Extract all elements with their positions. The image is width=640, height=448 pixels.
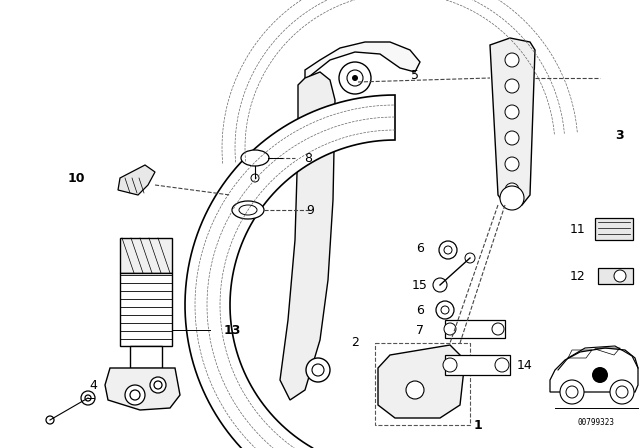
Circle shape — [433, 278, 447, 292]
Text: 13: 13 — [223, 323, 241, 336]
Circle shape — [610, 380, 634, 404]
Circle shape — [505, 79, 519, 93]
Text: 5: 5 — [411, 69, 419, 82]
Bar — [598, 268, 633, 284]
Circle shape — [312, 364, 324, 376]
Circle shape — [560, 380, 584, 404]
Circle shape — [306, 358, 330, 382]
Circle shape — [505, 131, 519, 145]
Text: 8: 8 — [304, 151, 312, 164]
Text: 00799323: 00799323 — [577, 418, 614, 427]
Circle shape — [441, 306, 449, 314]
Text: 3: 3 — [616, 129, 624, 142]
Circle shape — [592, 367, 608, 383]
Circle shape — [444, 323, 456, 335]
Polygon shape — [118, 165, 155, 195]
Text: 4: 4 — [89, 379, 97, 392]
Circle shape — [495, 358, 509, 372]
Bar — [595, 218, 633, 240]
Circle shape — [154, 381, 162, 389]
Text: 15: 15 — [412, 279, 428, 292]
Text: 2: 2 — [351, 336, 359, 349]
Text: 7: 7 — [416, 323, 424, 336]
Circle shape — [439, 241, 457, 259]
Polygon shape — [105, 368, 180, 410]
Circle shape — [465, 253, 475, 263]
Circle shape — [505, 53, 519, 67]
Bar — [120, 238, 172, 273]
Circle shape — [125, 385, 145, 405]
Circle shape — [130, 390, 140, 400]
Polygon shape — [378, 345, 465, 418]
Polygon shape — [550, 348, 638, 392]
Circle shape — [347, 70, 363, 86]
Circle shape — [616, 386, 628, 398]
Circle shape — [443, 358, 457, 372]
Circle shape — [566, 386, 578, 398]
Circle shape — [500, 186, 524, 210]
Circle shape — [46, 416, 54, 424]
Text: 6: 6 — [416, 303, 424, 316]
Circle shape — [505, 105, 519, 119]
Polygon shape — [305, 42, 420, 80]
Circle shape — [436, 301, 454, 319]
Text: 1: 1 — [474, 418, 483, 431]
Polygon shape — [490, 38, 535, 205]
Circle shape — [614, 270, 626, 282]
Circle shape — [406, 381, 424, 399]
Circle shape — [444, 246, 452, 254]
Polygon shape — [185, 95, 395, 448]
Text: 14: 14 — [517, 358, 533, 371]
Bar — [445, 355, 510, 375]
Ellipse shape — [239, 205, 257, 215]
Circle shape — [505, 157, 519, 171]
Circle shape — [339, 62, 371, 94]
Bar — [120, 273, 172, 346]
Polygon shape — [280, 72, 335, 400]
Circle shape — [251, 174, 259, 182]
Circle shape — [505, 183, 519, 197]
Circle shape — [492, 323, 504, 335]
Circle shape — [81, 391, 95, 405]
Text: 9: 9 — [306, 203, 314, 216]
Circle shape — [352, 75, 358, 81]
Text: 10: 10 — [67, 172, 84, 185]
Ellipse shape — [241, 150, 269, 166]
Circle shape — [150, 377, 166, 393]
Bar — [445, 320, 505, 338]
Circle shape — [85, 395, 91, 401]
Ellipse shape — [232, 201, 264, 219]
Text: 6: 6 — [416, 241, 424, 254]
Bar — [375, 343, 470, 425]
Bar — [130, 346, 162, 368]
Text: 12: 12 — [570, 270, 586, 283]
Text: 11: 11 — [570, 223, 586, 236]
